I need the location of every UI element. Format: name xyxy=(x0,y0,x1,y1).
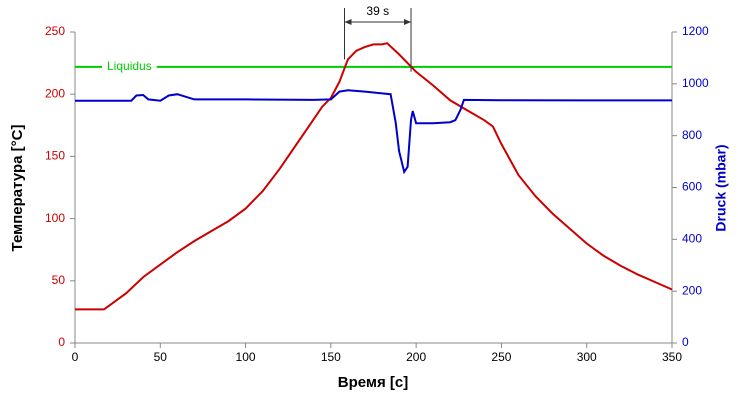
x-tick-label: 250 xyxy=(491,350,511,364)
x-tick-label: 50 xyxy=(154,350,168,364)
x-tick-label: 200 xyxy=(406,350,426,364)
y-tick-label: 0 xyxy=(58,335,65,349)
series-line xyxy=(75,42,673,311)
y-tick-label: 250 xyxy=(45,24,65,38)
y2-tick-label: 1200 xyxy=(682,24,709,38)
y-tick-label: 200 xyxy=(45,86,65,100)
y2-tick-label: 400 xyxy=(682,232,702,246)
y2-axis-title: Druck (mbar) xyxy=(713,144,729,231)
x-tick-label: 150 xyxy=(321,350,341,364)
y-tick-label: 100 xyxy=(45,211,65,225)
y2-tick-label: 600 xyxy=(682,180,702,194)
x-axis-title: Время [c] xyxy=(338,374,409,391)
y2-tick-label: 200 xyxy=(682,283,702,297)
reference-label-bg xyxy=(102,62,157,71)
x-tick-label: 300 xyxy=(577,350,597,364)
y-tick-label: 50 xyxy=(52,273,66,287)
y2-tick-label: 1000 xyxy=(682,76,709,90)
series-line xyxy=(75,89,672,175)
arrow-head xyxy=(404,19,412,25)
x-tick-label: 350 xyxy=(662,350,682,364)
y2-tick-label: 0 xyxy=(682,335,689,349)
reference-label: Liquidus xyxy=(107,59,152,73)
x-tick-label: 100 xyxy=(236,350,256,364)
annotation-text: 39 s xyxy=(366,4,389,18)
x-tick-label: 0 xyxy=(72,350,79,364)
arrow-head xyxy=(344,19,352,25)
y-tick-label: 150 xyxy=(45,149,65,163)
y-axis-title: Температура [°C] xyxy=(9,125,26,252)
y2-tick-label: 800 xyxy=(682,128,702,142)
